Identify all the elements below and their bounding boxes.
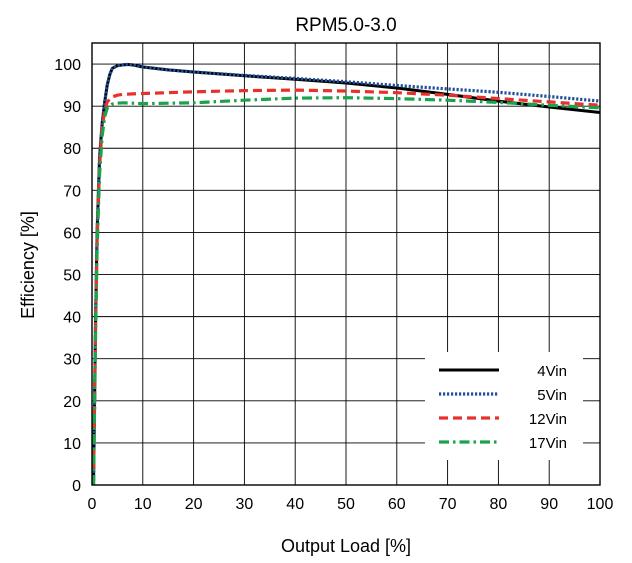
- series-lines: [91, 62, 601, 486]
- x-axis-label: Output Load [%]: [281, 536, 411, 556]
- y-tick-label: 20: [63, 394, 81, 411]
- chart-title: RPM5.0-3.0: [295, 15, 396, 36]
- series-line-17vin: [91, 96, 601, 486]
- y-axis-label: Efficiency [%]: [18, 211, 38, 319]
- y-tick-label: 10: [63, 436, 81, 453]
- x-tick-label: 40: [286, 496, 304, 513]
- y-tick-label: 30: [63, 352, 81, 369]
- x-tick-label: 70: [439, 496, 457, 513]
- y-tick-labels: 0 10 20 30 40 50 60 70 80 90 100: [54, 57, 81, 495]
- x-tick-label: 60: [388, 496, 406, 513]
- x-tick-label: 100: [587, 496, 614, 513]
- y-tick-label: 40: [63, 310, 81, 327]
- y-tick-label: 100: [54, 57, 81, 74]
- y-tick-label: 70: [63, 183, 81, 200]
- legend-label-4vin: 4Vin: [537, 363, 567, 380]
- x-tick-label: 10: [134, 496, 152, 513]
- x-tick-label: 0: [88, 496, 97, 513]
- x-tick-label: 50: [337, 496, 355, 513]
- y-tick-label: 60: [63, 225, 81, 242]
- legend-label-17vin: 17Vin: [529, 435, 567, 452]
- legend-label-5vin: 5Vin: [537, 387, 567, 404]
- x-tick-label: 80: [490, 496, 508, 513]
- y-tick-label: 90: [63, 99, 81, 116]
- series-line-12vin: [91, 88, 601, 486]
- y-tick-label: 50: [63, 268, 81, 285]
- x-tick-label: 90: [540, 496, 558, 513]
- y-tick-label: 0: [72, 478, 81, 495]
- x-tick-labels: 0 10 20 30 40 50 60 70 80 90 100: [88, 496, 614, 513]
- plot-frame: [91, 42, 601, 486]
- legend: 4Vin 5Vin 12Vin 17Vin: [425, 352, 583, 460]
- x-tick-label: 30: [236, 496, 254, 513]
- x-tick-label: 20: [185, 496, 203, 513]
- y-tick-label: 80: [63, 141, 81, 158]
- legend-label-12vin: 12Vin: [529, 411, 567, 428]
